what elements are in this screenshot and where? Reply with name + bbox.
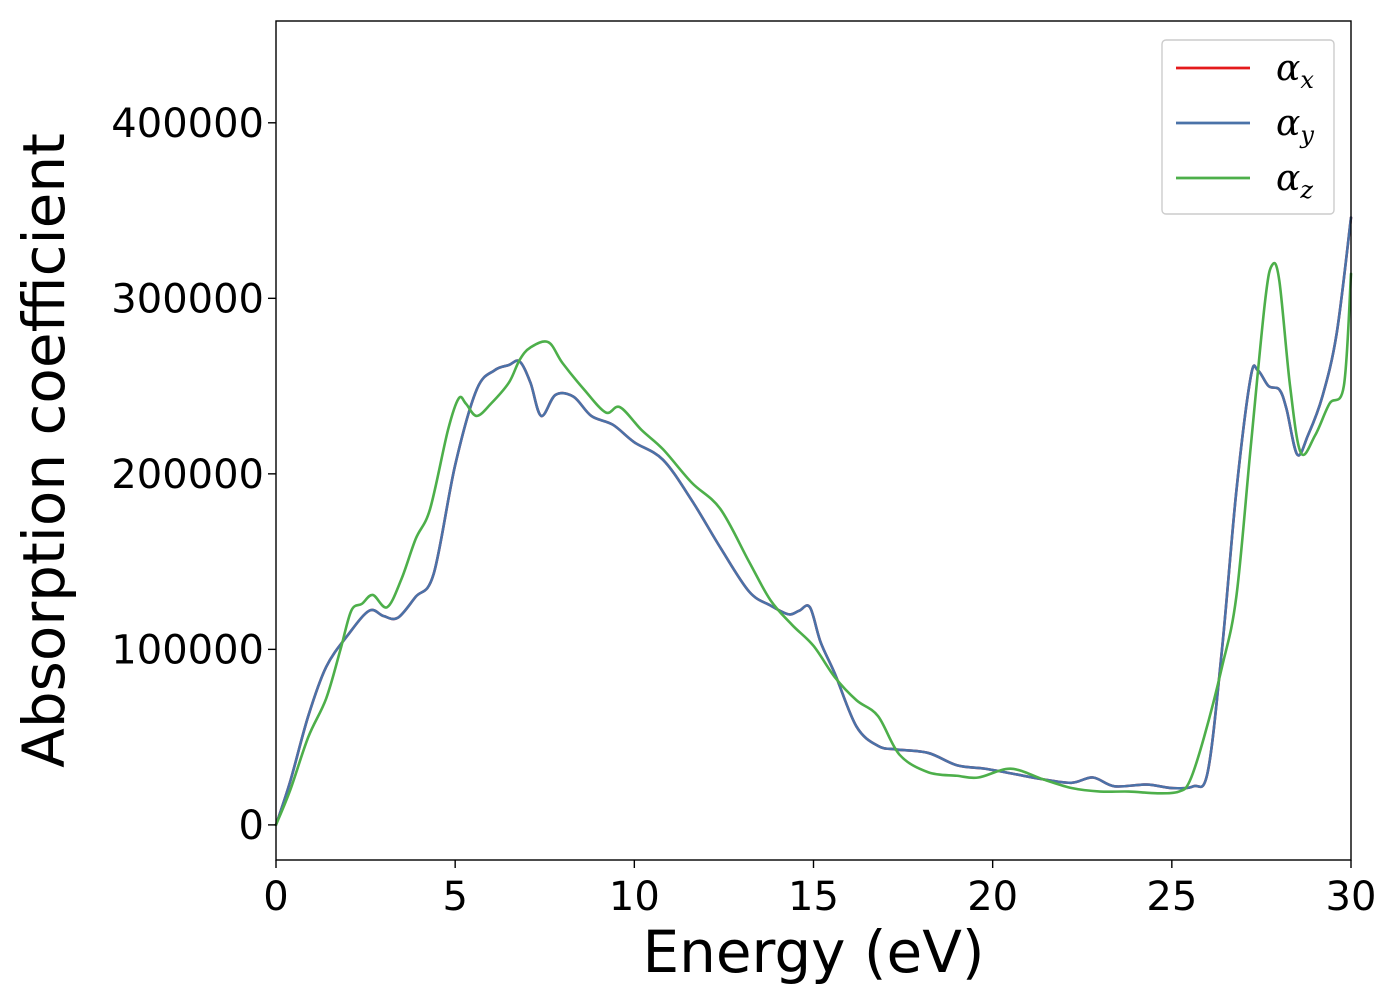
legend-label-x: αx [1276, 48, 1314, 94]
legend-label-y: αy [1276, 103, 1314, 149]
x-tick-label: 30 [1326, 874, 1377, 920]
y-tick-label: 400000 [111, 101, 264, 147]
series-line-z [274, 261, 1353, 827]
x-tick-label: 10 [609, 874, 660, 920]
legend-box [1161, 39, 1335, 215]
x-tick-label: 20 [967, 874, 1018, 920]
x-axis-ticks: 0 5 10 15 20 25 30 [263, 860, 1376, 920]
legend: αx αy αz [1161, 39, 1335, 215]
y-tick-label: 300000 [111, 276, 264, 322]
x-tick-label: 0 [263, 874, 288, 920]
y-axis-title: Absorption coefficient [10, 133, 78, 768]
y-axis-ticks: 0 100000 200000 300000 400000 [111, 101, 276, 849]
x-axis-title: Energy (eV) [642, 918, 984, 986]
y-tick-label: 200000 [111, 452, 264, 498]
legend-label-z: αz [1276, 158, 1313, 204]
plot-lines [274, 216, 1353, 827]
series-line-y [274, 216, 1353, 827]
y-tick-label: 0 [239, 803, 264, 849]
x-tick-label: 25 [1146, 874, 1197, 920]
y-tick-label: 100000 [111, 627, 264, 673]
x-tick-label: 15 [788, 874, 839, 920]
x-tick-label: 5 [442, 874, 467, 920]
